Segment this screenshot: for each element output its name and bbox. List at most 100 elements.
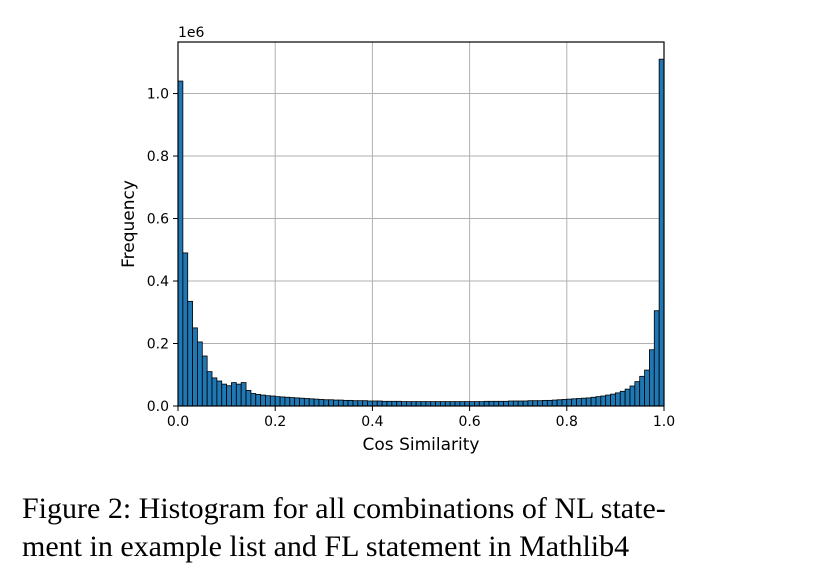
histogram-bar bbox=[221, 383, 228, 407]
histogram-bar bbox=[352, 400, 359, 407]
histogram-bar bbox=[333, 399, 339, 407]
histogram-bar bbox=[260, 394, 266, 407]
histogram-bar bbox=[231, 382, 237, 407]
histogram-bar bbox=[313, 398, 320, 407]
histogram-bar bbox=[493, 400, 500, 407]
histogram-bar bbox=[226, 385, 232, 407]
y-tick-label: 0.0 bbox=[147, 399, 169, 415]
y-axis-ticks: 0.0 0.2 0.4 0.6 0.8 1.0 bbox=[147, 87, 178, 415]
histogram-bar bbox=[619, 390, 626, 407]
histogram-bar bbox=[362, 400, 368, 407]
plot-frame bbox=[177, 41, 665, 407]
histogram-bar bbox=[653, 310, 660, 407]
histogram-bar bbox=[459, 401, 466, 407]
y-tick-label: 0.6 bbox=[147, 212, 169, 228]
histogram-bar bbox=[211, 377, 218, 407]
histogram-bar bbox=[508, 400, 514, 407]
histogram-bar bbox=[561, 399, 568, 407]
histogram-bar bbox=[430, 401, 436, 407]
histogram-bar bbox=[284, 396, 291, 407]
caption-line-2: ment in example list and FL statement in… bbox=[22, 530, 630, 563]
histogram-bar bbox=[347, 399, 354, 407]
histogram-bar bbox=[381, 400, 388, 407]
x-tick-label: 0.8 bbox=[556, 414, 578, 430]
histogram-bar bbox=[201, 355, 208, 407]
histogram-bar bbox=[269, 395, 276, 407]
histogram-bar bbox=[401, 401, 407, 407]
histogram-bar bbox=[649, 349, 655, 407]
histogram-bar bbox=[299, 397, 305, 407]
histogram-bar bbox=[469, 401, 475, 407]
histogram-bar bbox=[639, 375, 645, 407]
histogram-bar bbox=[274, 396, 281, 407]
histogram-bar bbox=[576, 398, 582, 407]
histogram-bar bbox=[308, 398, 315, 407]
histogram-bar bbox=[415, 401, 422, 407]
histogram-bar bbox=[410, 401, 417, 407]
caption-line-1: Figure 2: Histogram for all combinations… bbox=[22, 492, 666, 525]
y-tick-label: 0.8 bbox=[147, 149, 169, 165]
y-scale-label: 1e6 bbox=[178, 25, 205, 41]
histogram-bar bbox=[406, 401, 412, 407]
histogram-bar bbox=[255, 394, 262, 407]
histogram-bar bbox=[245, 389, 252, 407]
histogram-bar bbox=[449, 401, 456, 407]
histogram-bar bbox=[396, 400, 402, 407]
histogram-bar bbox=[435, 401, 441, 407]
histogram-bar bbox=[546, 399, 553, 407]
histogram-bar bbox=[517, 400, 524, 407]
y-tick-label: 0.4 bbox=[147, 274, 169, 290]
histogram-bar bbox=[605, 394, 611, 407]
histogram-bar bbox=[644, 369, 650, 407]
histogram-bar bbox=[585, 397, 592, 407]
x-axis-label: Cos Similarity bbox=[363, 435, 480, 455]
histogram-bar bbox=[595, 396, 602, 407]
histogram-bar bbox=[367, 400, 373, 407]
histogram-bar bbox=[590, 396, 597, 407]
x-tick-label: 1.0 bbox=[653, 414, 675, 430]
histogram-bar bbox=[294, 397, 300, 407]
histogram-bar bbox=[537, 400, 543, 407]
histogram-bar bbox=[658, 58, 665, 407]
histogram-bar bbox=[454, 401, 461, 407]
histogram-bar bbox=[391, 400, 398, 407]
x-tick-label: 0.2 bbox=[264, 414, 286, 430]
histogram-bar bbox=[187, 300, 193, 407]
histogram-bar bbox=[318, 399, 325, 407]
histogram-bar bbox=[600, 395, 607, 407]
histogram-bar bbox=[527, 400, 534, 407]
histogram-bar bbox=[279, 396, 286, 407]
x-tick-label: 0.0 bbox=[167, 414, 189, 430]
histogram-bar bbox=[610, 393, 616, 407]
x-tick-label: 0.4 bbox=[361, 414, 383, 430]
histogram-bar bbox=[440, 401, 446, 407]
histogram-bar bbox=[420, 401, 427, 407]
histogram-bar bbox=[556, 399, 563, 407]
histogram-bar bbox=[371, 400, 378, 407]
histogram-bar bbox=[512, 400, 519, 407]
histogram-bar bbox=[615, 392, 621, 407]
histogram-bar bbox=[464, 401, 470, 407]
x-tick-label: 0.6 bbox=[458, 414, 480, 430]
histogram-bar bbox=[624, 388, 631, 407]
histogram-bar bbox=[357, 400, 364, 407]
histogram-bar bbox=[532, 400, 539, 407]
y-tick-label: 1.0 bbox=[147, 87, 169, 103]
histogram-bar bbox=[425, 401, 432, 407]
histogram-bars bbox=[177, 58, 665, 407]
histogram-bar bbox=[483, 400, 490, 407]
histogram-bar bbox=[522, 400, 529, 407]
histogram-bar bbox=[206, 371, 213, 407]
histogram-bar bbox=[337, 399, 344, 407]
histogram-bar bbox=[216, 380, 223, 407]
histogram-bar bbox=[250, 393, 257, 407]
histogram-bar bbox=[386, 400, 393, 407]
histogram-bar bbox=[474, 401, 480, 407]
histogram-bar bbox=[488, 400, 495, 407]
histogram-bar bbox=[542, 399, 548, 407]
histogram-bar bbox=[498, 400, 505, 407]
histogram-bar bbox=[235, 383, 242, 407]
histogram-bar bbox=[192, 327, 198, 407]
histogram-bar bbox=[566, 398, 573, 407]
histogram-bar bbox=[323, 399, 330, 407]
